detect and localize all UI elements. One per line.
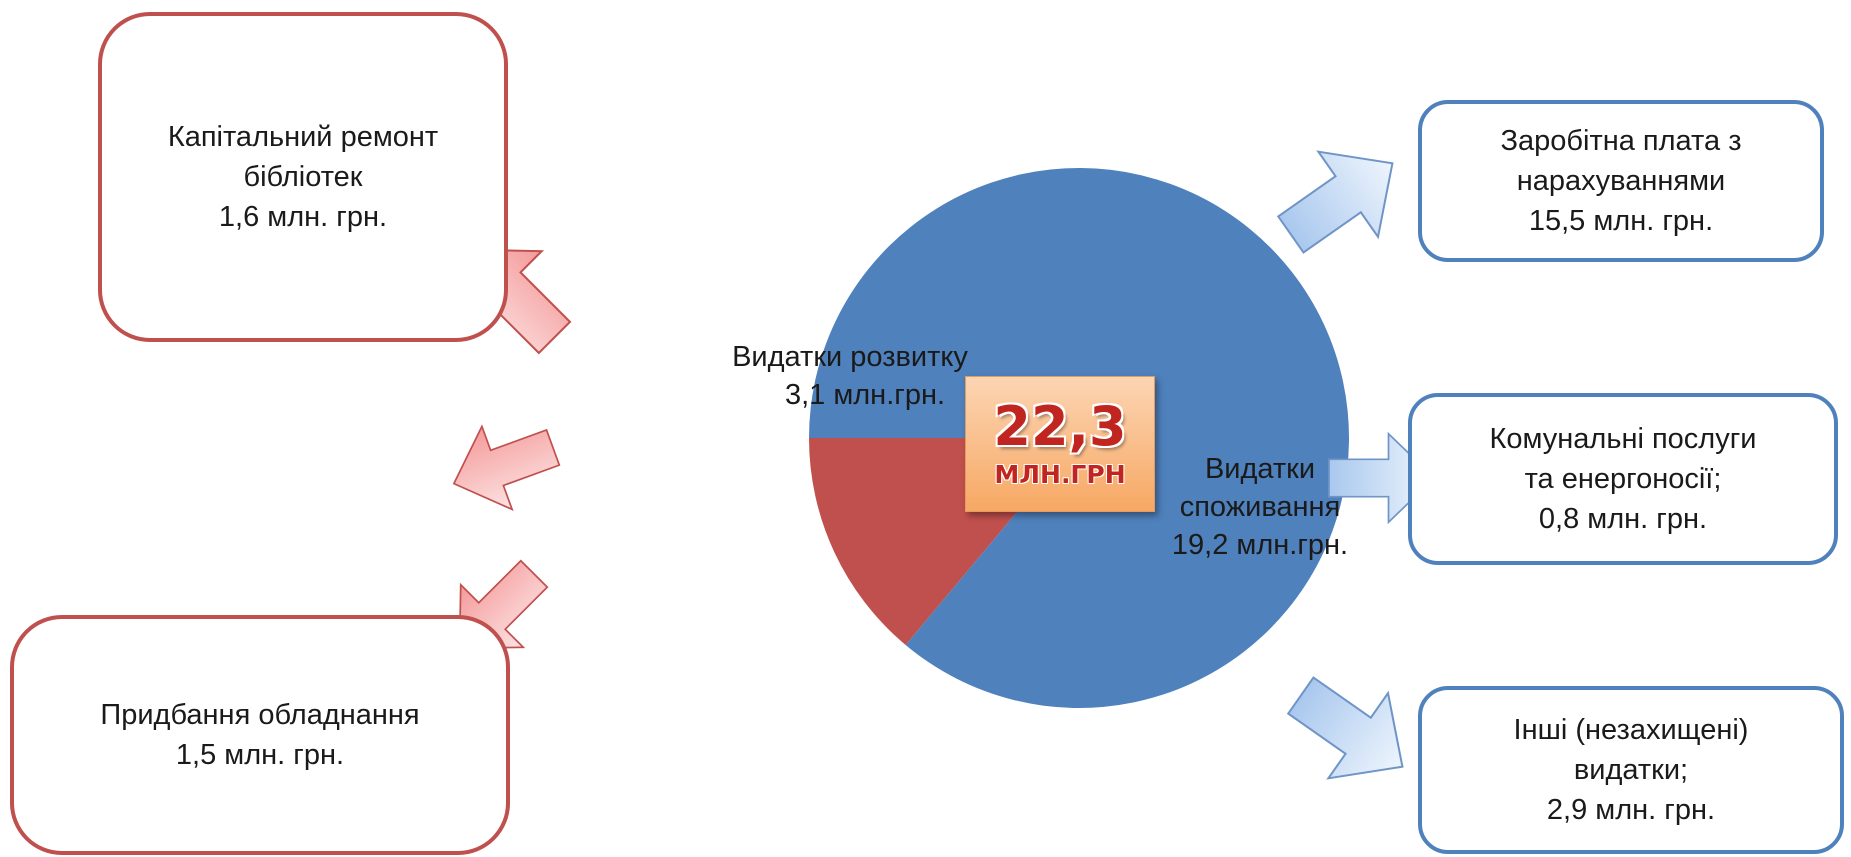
salary-box: Заробітна плата з нарахуваннями 15,5 млн… (1418, 100, 1824, 262)
total-value: 22,3 (993, 395, 1127, 458)
pie-label-development: Видатки розвитку 3,1 млн.грн. (732, 341, 968, 411)
arrow-left-icon (437, 405, 569, 526)
total-box: 22,3 МЛН.ГРН (965, 376, 1155, 512)
total-unit: МЛН.ГРН (994, 460, 1126, 489)
equipment-box: Придбання обладнання 1,5 млн. грн. (10, 615, 510, 855)
utilities-box: Комунальні послуги та енергоносії; 0,8 м… (1408, 393, 1838, 565)
arrow-to-salary-icon (1260, 119, 1424, 279)
capital-repair-box: Капітальний ремонт бібліотек 1,6 млн. гр… (98, 12, 508, 342)
pie-label-consumption: Видатки споживання 19,2 млн.грн. (1171, 453, 1349, 561)
other-expenses-box: Інші (незахищені) видатки; 2,9 млн. грн. (1418, 686, 1844, 854)
arrow-to-other-icon (1270, 651, 1434, 811)
